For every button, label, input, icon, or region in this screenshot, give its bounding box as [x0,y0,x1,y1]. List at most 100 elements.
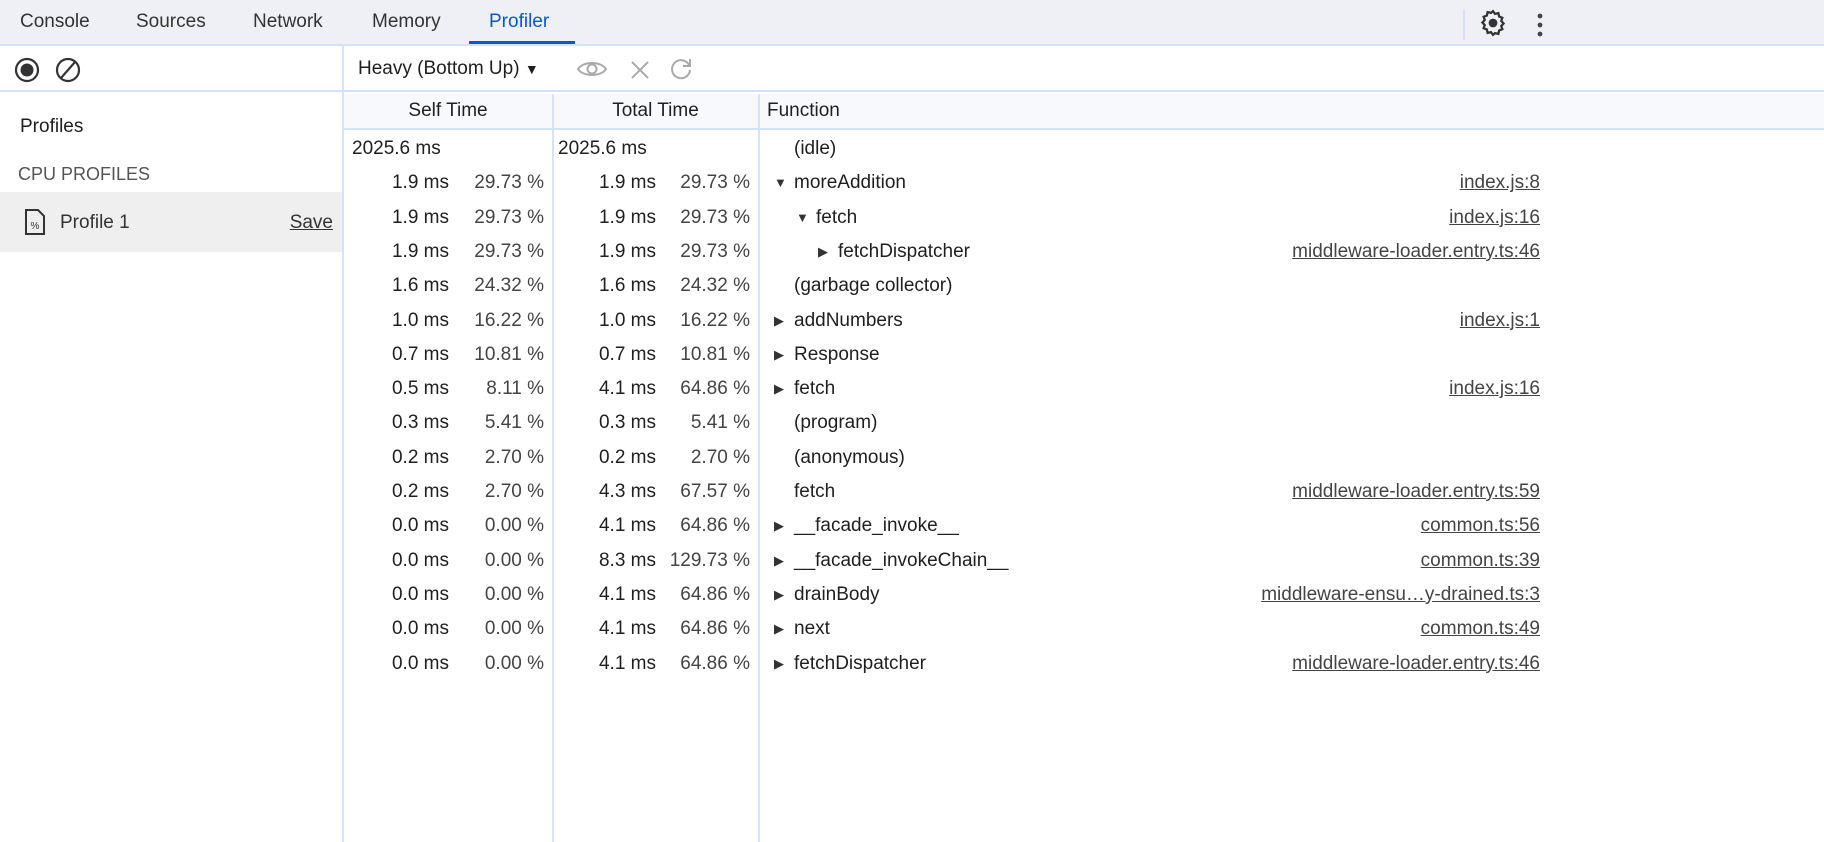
source-link[interactable]: middleware-loader.entry.ts:46 [1292,240,1540,262]
restore-icon[interactable] [668,56,694,82]
self-percent: 24.32 % [474,275,544,297]
self-percent: 0.00 % [484,652,544,674]
self-time: 0.0 ms [391,618,449,640]
save-profile-link[interactable]: Save [289,212,333,233]
table-row[interactable]: 0.7 ms 10.81 % 0.7 ms 10.81 % ▶ Response [344,338,1824,372]
self-time: 2025.6 ms [352,138,441,159]
self-percent: 10.81 % [474,343,544,365]
profile-view-toolbar: Heavy (Bottom Up) ▼ [344,46,1824,92]
self-time: 0.2 ms [391,446,449,468]
self-time-header[interactable]: Self Time [408,100,488,121]
function-name: fetch [816,206,858,228]
function-name: (garbage collector) [794,275,953,297]
source-link[interactable]: index.js:16 [1449,378,1540,400]
table-row[interactable]: 1.6 ms 24.32 % 1.6 ms 24.32 % (garbage colle… [344,269,1824,303]
total-percent: 64.86 % [680,618,750,640]
record-icon[interactable] [14,57,40,83]
total-percent: 64.86 % [680,583,750,605]
table-row[interactable]: 1.9 ms 29.73 % 1.9 ms 29.73 % ▼ fetch index.js… [344,201,1824,235]
source-link[interactable]: common.ts:56 [1420,515,1540,537]
self-time: 1.9 ms [391,240,449,262]
total-time-header[interactable]: Total Time [612,100,699,121]
focus-eye-icon[interactable] [576,58,608,80]
self-percent: 0.00 % [484,583,544,605]
source-link[interactable]: middleware-loader.entry.ts:46 [1292,652,1540,674]
function-name: __facade_invoke__ [794,515,959,537]
total-percent: 129.73 % [669,549,750,571]
collapsed-arrow-icon[interactable]: ▶ [774,621,784,637]
source-link[interactable]: common.ts:49 [1420,618,1540,640]
total-time: 4.1 ms [598,652,656,674]
view-mode-label: Heavy (Bottom Up) [358,58,520,79]
collapsed-arrow-icon[interactable]: ▶ [818,243,828,259]
tab-network[interactable]: Network [253,11,323,32]
total-percent: 29.73 % [680,240,750,262]
profile-label: Profile 1 [60,212,130,233]
expanded-arrow-icon[interactable]: ▼ [796,209,809,225]
source-link[interactable]: middleware-ensu…y-drained.ts:3 [1261,583,1540,605]
self-percent: 2.70 % [484,446,544,468]
profiles-sidebar: Profiles CPU PROFILES % Profile 1 Save [0,92,344,842]
self-percent: 5.41 % [484,412,544,434]
expanded-arrow-icon[interactable]: ▼ [774,175,787,191]
grid-header: Self Time Total Time Function [344,94,1824,130]
total-time: 0.7 ms [598,343,656,365]
view-mode-select[interactable]: Heavy (Bottom Up) ▼ [358,58,539,80]
function-name: (idle) [794,138,837,159]
self-time: 1.9 ms [391,172,449,194]
table-row[interactable]: 2025.6 ms 2025.6 ms (idle) [344,132,1824,166]
tab-profiler[interactable]: Profiler [469,0,575,44]
tab-console[interactable]: Console [20,11,90,32]
function-name: fetch [794,481,836,502]
source-link[interactable]: middleware-loader.entry.ts:59 [1292,481,1540,502]
self-percent: 16.22 % [474,309,544,331]
dropdown-arrow-icon: ▼ [524,61,539,77]
tab-memory[interactable]: Memory [372,11,441,32]
self-percent: 2.70 % [484,481,544,502]
collapsed-arrow-icon[interactable]: ▶ [774,518,784,534]
self-percent: 0.00 % [484,618,544,640]
panel-tab-bar: Console Sources Network Memory Profiler [0,0,1824,46]
total-percent: 16.22 % [680,309,750,331]
total-percent: 29.73 % [680,172,750,194]
self-time: 1.6 ms [391,275,449,297]
table-row[interactable]: 1.9 ms 29.73 % 1.9 ms 29.73 % ▼ moreAddition i… [344,166,1824,200]
self-time: 0.7 ms [391,343,449,365]
self-time: 1.0 ms [391,309,449,331]
more-options-icon[interactable] [1530,12,1550,38]
collapsed-arrow-icon[interactable]: ▶ [774,655,784,671]
table-row[interactable]: 1.0 ms 16.22 % 1.0 ms 16.22 % ▶ addNumbers ind… [344,304,1824,338]
function-header[interactable]: Function [767,100,840,121]
self-time: 0.0 ms [391,515,449,537]
tab-sources[interactable]: Sources [136,11,206,32]
total-percent: 64.86 % [680,378,750,400]
exclude-x-icon[interactable] [630,60,650,80]
collapsed-arrow-icon[interactable]: ▶ [774,381,784,397]
table-row[interactable]: 0.2 ms 2.70 % 0.2 ms 2.70 % (anonymous) [344,441,1824,475]
clear-icon[interactable] [55,57,81,83]
profile-item[interactable]: % Profile 1 Save [0,192,342,252]
total-percent: 24.32 % [680,275,750,297]
gear-icon[interactable] [1478,8,1508,38]
collapsed-arrow-icon[interactable]: ▶ [774,312,784,328]
function-name: Response [794,343,880,365]
table-row[interactable]: 0.0 ms 0.00 % 8.3 ms 129.73 % ▶ __facade_invo… [344,544,1824,578]
collapsed-arrow-icon[interactable]: ▶ [774,552,784,568]
table-row[interactable]: 0.0 ms 0.00 % 4.1 ms 64.86 % ▶ __facade_invok… [344,509,1824,543]
table-row[interactable]: 0.5 ms 8.11 % 4.1 ms 64.86 % ▶ fetch index.js:… [344,372,1824,406]
source-link[interactable]: index.js:16 [1449,206,1540,228]
collapsed-arrow-icon[interactable]: ▶ [774,346,784,362]
table-row[interactable]: 0.0 ms 0.00 % 4.1 ms 64.86 % ▶ next common.ts:… [344,612,1824,646]
table-row[interactable]: 1.9 ms 29.73 % 1.9 ms 29.73 % ▶ fetchDispatch… [344,235,1824,269]
source-link[interactable]: index.js:1 [1459,309,1540,331]
table-row[interactable]: 0.0 ms 0.00 % 4.1 ms 64.86 % ▶ fetchDispatche… [344,647,1824,681]
source-link[interactable]: common.ts:39 [1420,549,1540,571]
self-time: 0.0 ms [391,652,449,674]
function-name: (program) [794,412,878,434]
table-row[interactable]: 0.2 ms 2.70 % 4.3 ms 67.57 % fetch middleware… [344,475,1824,509]
table-row[interactable]: 0.3 ms 5.41 % 0.3 ms 5.41 % (program) [344,406,1824,440]
table-row[interactable]: 0.0 ms 0.00 % 4.1 ms 64.86 % ▶ drainBody middl… [344,578,1824,612]
collapsed-arrow-icon[interactable]: ▶ [774,586,784,602]
total-time: 4.1 ms [598,618,656,640]
source-link[interactable]: index.js:8 [1459,172,1540,194]
